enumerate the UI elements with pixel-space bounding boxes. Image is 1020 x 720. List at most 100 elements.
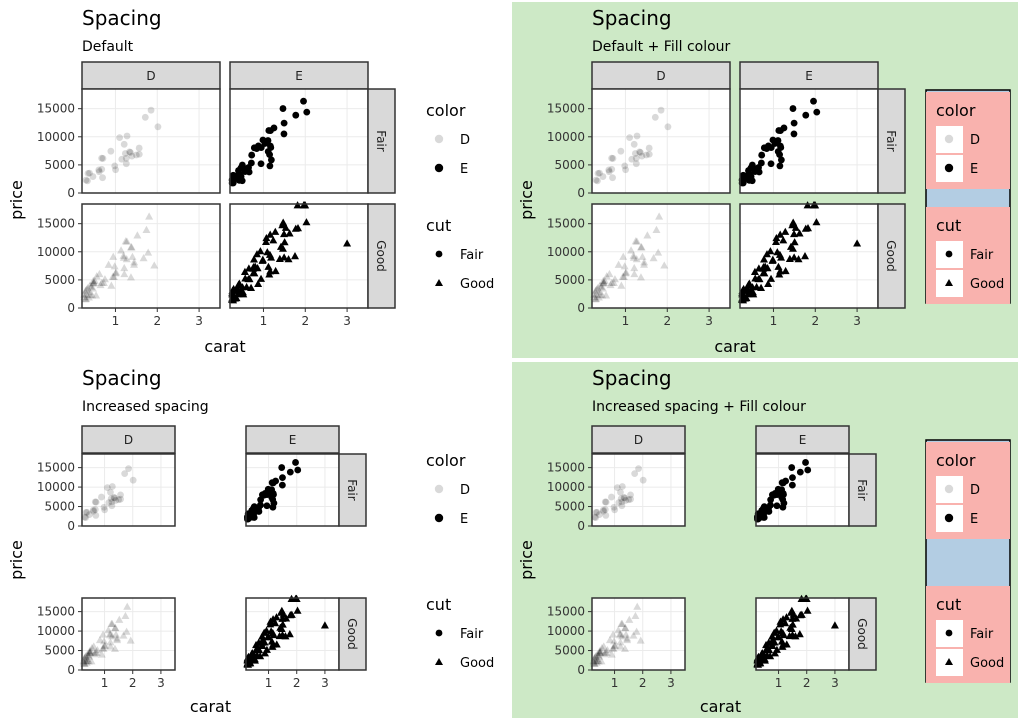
data-point bbox=[603, 645, 612, 654]
data-point bbox=[90, 507, 97, 515]
data-point bbox=[82, 290, 91, 298]
data-point bbox=[620, 262, 629, 270]
data-point bbox=[99, 155, 107, 162]
data-point bbox=[111, 269, 120, 277]
data-point bbox=[119, 253, 128, 261]
data-point bbox=[791, 223, 800, 231]
data-point bbox=[122, 237, 131, 245]
data-point bbox=[599, 642, 608, 650]
data-point bbox=[795, 229, 804, 237]
facet-strip-label: D bbox=[656, 69, 665, 83]
data-point bbox=[119, 631, 128, 639]
data-point bbox=[592, 285, 601, 293]
data-point bbox=[591, 653, 600, 661]
data-point bbox=[649, 254, 658, 262]
panel-fill bbox=[82, 204, 220, 308]
panel-fill bbox=[592, 204, 730, 308]
data-point bbox=[600, 650, 609, 658]
data-point bbox=[774, 262, 783, 270]
tick-label-y: 5000 bbox=[554, 500, 585, 514]
data-point bbox=[107, 495, 115, 503]
facet-strip-label: D bbox=[124, 433, 133, 447]
facet-strip-col bbox=[81, 61, 221, 90]
data-point bbox=[258, 255, 267, 263]
data-point bbox=[281, 223, 290, 231]
data-point bbox=[88, 284, 97, 292]
data-point bbox=[254, 279, 263, 287]
panel-fill bbox=[82, 454, 175, 526]
data-point bbox=[89, 276, 98, 285]
panel-fill bbox=[592, 454, 685, 526]
data-point bbox=[776, 162, 784, 170]
data-point bbox=[259, 136, 267, 144]
legend-label: Fair bbox=[970, 627, 994, 642]
data-point bbox=[85, 511, 93, 519]
data-point bbox=[596, 648, 605, 656]
data-point bbox=[771, 237, 780, 246]
data-point bbox=[599, 278, 608, 287]
data-point bbox=[790, 130, 798, 138]
tick-label-y: 15000 bbox=[37, 605, 75, 619]
x-axis-title: carat bbox=[190, 697, 231, 716]
data-point bbox=[83, 654, 92, 663]
tick-label-x: 3 bbox=[853, 314, 861, 328]
tick-label-y: 0 bbox=[67, 663, 75, 677]
data-point bbox=[607, 278, 616, 286]
tick-label-y: 5000 bbox=[554, 273, 585, 287]
data-point bbox=[278, 481, 286, 489]
panel-border bbox=[81, 597, 176, 671]
facet-panel: 0 5000 10000 15000 bbox=[547, 453, 686, 533]
facet-panel: 0 5000 10000 15000 1 2 3 bbox=[547, 203, 731, 328]
data-point bbox=[106, 631, 115, 639]
x-axis-title: carat bbox=[714, 337, 755, 356]
data-point bbox=[120, 269, 129, 278]
tick-label-x: 3 bbox=[157, 676, 165, 690]
data-point bbox=[629, 253, 638, 261]
data-point bbox=[788, 464, 796, 471]
data-point bbox=[129, 476, 137, 484]
facet-strip-col bbox=[245, 425, 340, 454]
facet-strip-label: Fair bbox=[345, 479, 359, 500]
facet-panel: 0 5000 10000 15000 1 2 3 bbox=[547, 597, 686, 690]
data-point bbox=[773, 502, 781, 510]
data-point bbox=[150, 261, 159, 269]
tick-label-y: 5000 bbox=[554, 644, 585, 658]
data-point bbox=[614, 626, 623, 634]
tick-label-x: 1 bbox=[611, 676, 619, 690]
data-point bbox=[740, 175, 748, 183]
data-point bbox=[621, 623, 630, 632]
data-point bbox=[233, 286, 242, 294]
data-point bbox=[609, 630, 618, 638]
facet-panel: 1 2 3 Good bbox=[753, 594, 877, 690]
data-point bbox=[111, 162, 119, 170]
data-point bbox=[264, 262, 273, 270]
data-point bbox=[82, 658, 91, 666]
data-point bbox=[280, 253, 289, 261]
data-point bbox=[285, 629, 294, 638]
tick-label-y: 5000 bbox=[44, 500, 75, 514]
legend-label: Good bbox=[970, 277, 1004, 292]
legend-key-circle bbox=[944, 484, 954, 494]
facet-strip-col bbox=[229, 61, 369, 90]
data-point bbox=[291, 251, 300, 260]
data-point bbox=[120, 263, 129, 272]
facet-strip-label: Fair bbox=[884, 130, 898, 151]
data-point bbox=[107, 147, 115, 155]
tick-label-y: 0 bbox=[577, 186, 585, 200]
data-point bbox=[91, 498, 99, 506]
facet-strip-label: D bbox=[634, 433, 643, 447]
data-point bbox=[280, 238, 289, 246]
data-point bbox=[265, 270, 274, 278]
data-point bbox=[110, 494, 118, 501]
data-point bbox=[743, 286, 752, 294]
data-point bbox=[100, 641, 109, 650]
data-point bbox=[788, 614, 797, 622]
legend-label: Fair bbox=[970, 248, 994, 263]
data-point bbox=[610, 503, 618, 511]
legend-key-triangle bbox=[945, 279, 953, 286]
facet-strip-row bbox=[877, 88, 906, 194]
data-point bbox=[300, 97, 307, 105]
data-point bbox=[269, 236, 278, 244]
data-point bbox=[292, 111, 300, 119]
tick-label-x: 3 bbox=[195, 314, 203, 328]
